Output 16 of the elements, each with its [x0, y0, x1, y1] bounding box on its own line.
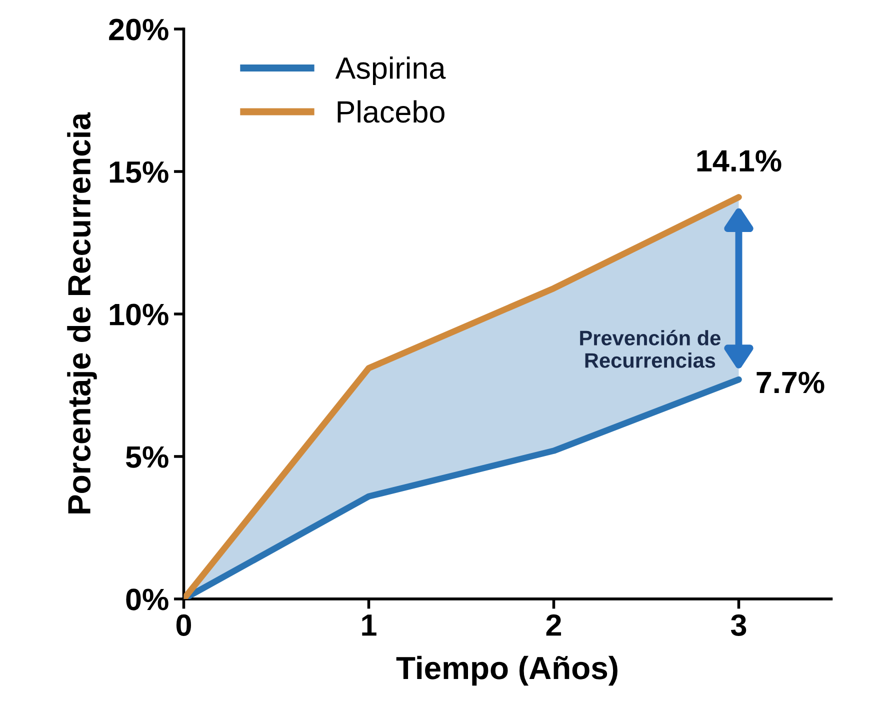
y-axis-title: Porcentaje de Recurrencia [67, 112, 97, 514]
x-axis-title: Tiempo (Años) [396, 656, 618, 686]
x-tick-label: 1 [362, 614, 376, 636]
x-tick-label: 2 [546, 614, 562, 636]
legend-label: Aspirina [335, 56, 446, 86]
x-tick-label: 3 [730, 614, 746, 636]
annotation: 14.1% [697, 150, 782, 172]
annotation: 7.7% [756, 372, 824, 394]
y-tick-label: 10% [110, 304, 168, 326]
y-tick-label: 5% [126, 446, 168, 468]
legend-label: Placebo [338, 100, 444, 123]
annotation: Prevención de Recurrencias [580, 330, 720, 368]
y-tick-label: 20% [109, 18, 168, 40]
y-tick-label: 15% [110, 161, 168, 183]
y-tick-label: 0% [126, 588, 168, 610]
x-tick-label: 0 [176, 614, 191, 636]
